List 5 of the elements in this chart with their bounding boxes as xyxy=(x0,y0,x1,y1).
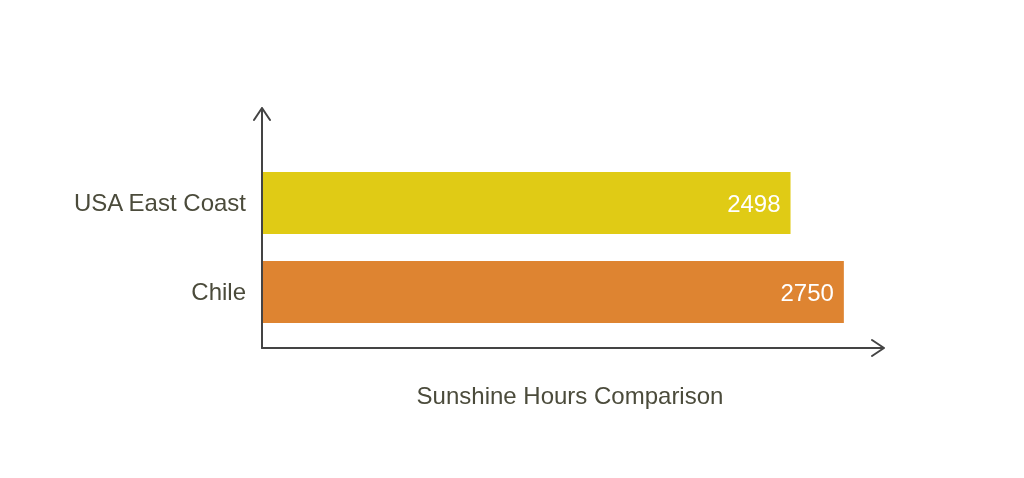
x-axis-title: Sunshine Hours Comparison xyxy=(416,382,724,409)
data-label: 2750 xyxy=(780,278,834,306)
y-tick-label: Chile xyxy=(191,278,246,306)
data-label: 2498 xyxy=(727,189,781,217)
y-tick-label: USA East Coast xyxy=(73,189,247,217)
